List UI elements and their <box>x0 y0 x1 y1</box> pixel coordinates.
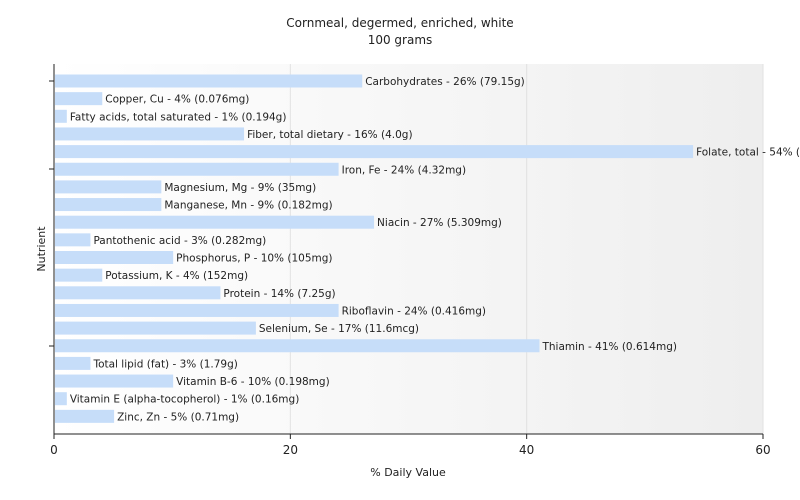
x-tick-label: 20 <box>283 443 298 457</box>
x-axis-ticks: 0 20 40 60 <box>50 434 771 457</box>
bar <box>55 392 67 406</box>
bar <box>55 409 115 423</box>
bar <box>55 303 339 317</box>
bar <box>55 339 540 353</box>
axes <box>49 64 763 435</box>
bar-label: Carbohydrates - 26% (79.15g) <box>365 76 525 88</box>
bar-label: Vitamin B-6 - 10% (0.198mg) <box>176 376 330 388</box>
bar <box>55 109 67 123</box>
chart-subtitle: 100 grams <box>368 33 433 47</box>
bar <box>55 74 363 88</box>
bar <box>55 162 339 176</box>
bar-label: Zinc, Zn - 5% (0.71mg) <box>117 411 239 423</box>
bar-label: Magnesium, Mg - 9% (35mg) <box>164 182 316 194</box>
x-tick-label: 40 <box>519 443 534 457</box>
bar <box>55 127 245 141</box>
bar-label: Protein - 14% (7.25g) <box>223 288 335 300</box>
bar-label: Fatty acids, total saturated - 1% (0.194… <box>70 111 287 123</box>
bar-label: Riboflavin - 24% (0.416mg) <box>342 305 486 317</box>
bar <box>55 374 174 388</box>
bar <box>55 180 162 194</box>
bar-label: Selenium, Se - 17% (11.6mcg) <box>259 323 419 335</box>
bar-label: Fiber, total dietary - 16% (4.0g) <box>247 129 412 141</box>
bar-label: Folate, total - 54% (215mcg) <box>696 147 800 159</box>
bar-label: Iron, Fe - 24% (4.32mg) <box>342 164 466 176</box>
bar <box>55 215 375 229</box>
bar <box>55 198 162 212</box>
bar <box>55 268 103 282</box>
plot-background <box>54 64 763 434</box>
bar-label: Copper, Cu - 4% (0.076mg) <box>105 94 249 106</box>
bar-labels: Carbohydrates - 26% (79.15g) Copper, Cu -… <box>70 76 800 423</box>
y-axis-title: Nutrient <box>35 226 48 272</box>
x-tick-label: 60 <box>755 443 770 457</box>
bar-label: Pantothenic acid - 3% (0.282mg) <box>93 235 266 247</box>
x-axis-title: % Daily Value <box>370 466 446 479</box>
bar <box>55 92 103 106</box>
bar-label: Phosphorus, P - 10% (105mg) <box>176 253 332 265</box>
bar-label: Manganese, Mn - 9% (0.182mg) <box>164 200 332 212</box>
x-tick-label: 0 <box>50 443 58 457</box>
bar <box>55 356 91 370</box>
bars <box>55 74 694 423</box>
bar <box>55 286 221 300</box>
bar-label: Potassium, K - 4% (152mg) <box>105 270 248 282</box>
bar-label: Vitamin E (alpha-tocopherol) - 1% (0.16m… <box>70 394 299 406</box>
chart-title: Cornmeal, degermed, enriched, white <box>286 16 513 30</box>
bar-label: Total lipid (fat) - 3% (1.79g) <box>92 358 237 370</box>
bar <box>55 251 174 264</box>
bar-label: Thiamin - 41% (0.614mg) <box>541 341 677 353</box>
bar <box>55 233 91 247</box>
bar <box>55 145 694 159</box>
bar-label: Niacin - 27% (5.309mg) <box>377 217 502 229</box>
bar <box>55 321 256 335</box>
gridlines <box>289 64 764 434</box>
